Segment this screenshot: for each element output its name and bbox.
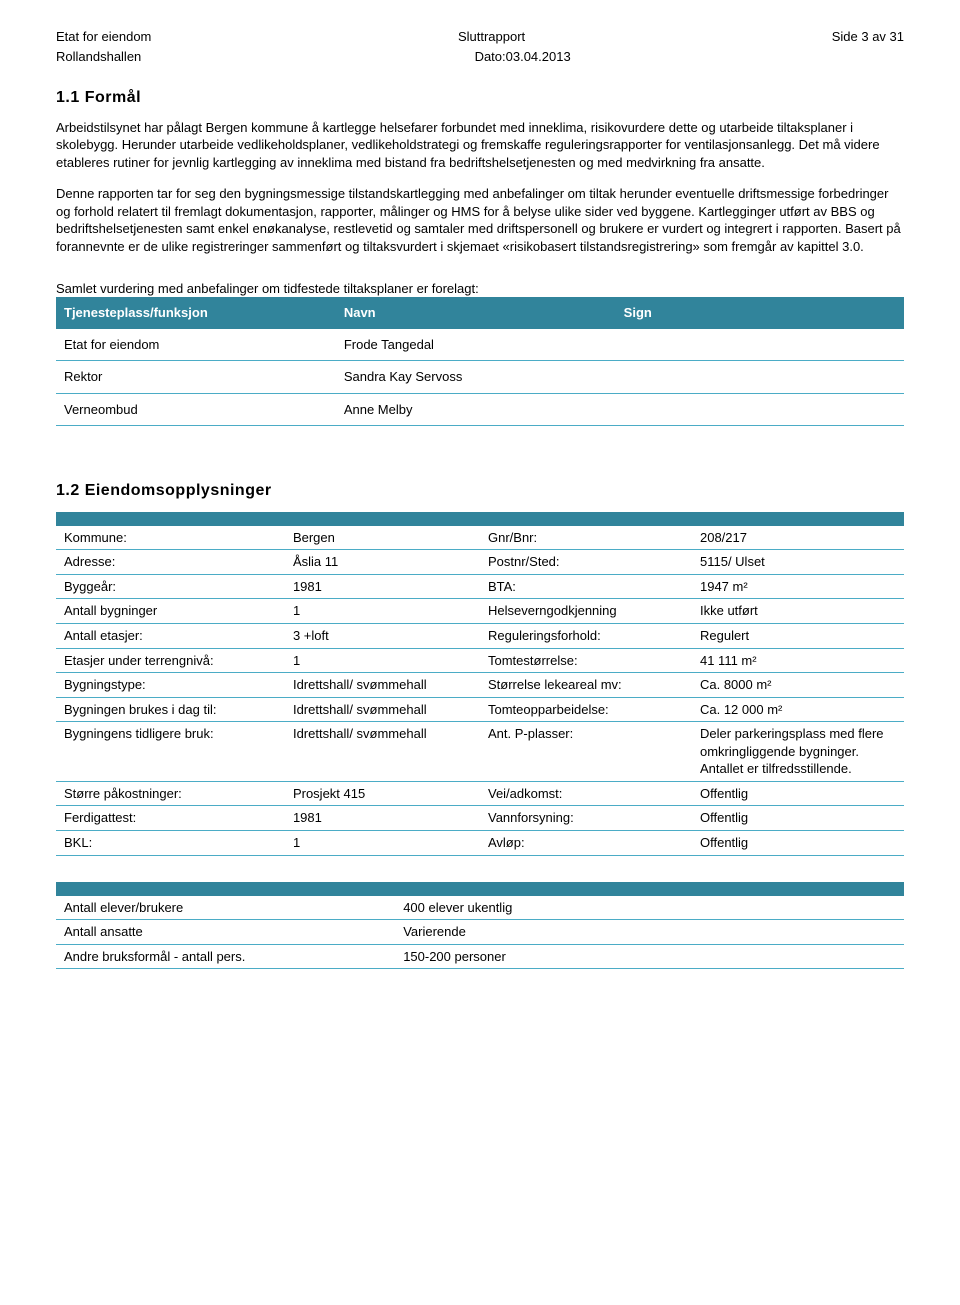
table-cell: Bygningen brukes i dag til: (56, 697, 285, 722)
table-cell: Gnr/Bnr: (480, 526, 692, 550)
persons-th-2: Sign (616, 297, 904, 329)
table-cell: Antall ansatte (56, 920, 395, 945)
table-cell: 1 (285, 648, 480, 673)
table-cell: Reguleringsforhold: (480, 624, 692, 649)
table-cell: Kommune: (56, 526, 285, 550)
table-row: Ferdigattest:1981Vannforsyning:Offentlig (56, 806, 904, 831)
table-cell: 1947 m² (692, 574, 904, 599)
table-cell: 208/217 (692, 526, 904, 550)
table-row: Bygningstype:Idrettshall/ svømmehallStør… (56, 673, 904, 698)
table-cell: Anne Melby (336, 393, 616, 426)
header-left-1: Etat for eiendom (56, 28, 151, 46)
table-cell: Frode Tangedal (336, 329, 616, 361)
table-cell: Bygningstype: (56, 673, 285, 698)
persons-th-0: Tjenesteplass/funksjon (56, 297, 336, 329)
table-cell: Etasjer under terrengnivå: (56, 648, 285, 673)
table-row: BKL:1Avløp:Offentlig (56, 830, 904, 855)
table-cell: Større påkostninger: (56, 781, 285, 806)
table-cell: Helseverngodkjenning (480, 599, 692, 624)
table-cell: 400 elever ukentlig (395, 896, 904, 920)
table-cell: BTA: (480, 574, 692, 599)
header-center-2: Dato:03.04.2013 (475, 48, 571, 66)
table-row: RektorSandra Kay Servoss (56, 361, 904, 394)
table-row: Bygningen brukes i dag til:Idrettshall/ … (56, 697, 904, 722)
table-cell: Deler parkeringsplass med flere omkringl… (692, 722, 904, 782)
persons-intro: Samlet vurdering med anbefalinger om tid… (56, 280, 904, 298)
table-cell: Verneombud (56, 393, 336, 426)
table-cell: Bygningens tidligere bruk: (56, 722, 285, 782)
table-cell: 1 (285, 599, 480, 624)
table-cell: Idrettshall/ svømmehall (285, 697, 480, 722)
table-cell: 1981 (285, 574, 480, 599)
page-header: Etat for eiendom Sluttrapport Side 3 av … (56, 28, 904, 65)
table-cell: Sandra Kay Servoss (336, 361, 616, 394)
table-row: Bygningens tidligere bruk:Idrettshall/ s… (56, 722, 904, 782)
header-center-1: Sluttrapport (458, 28, 525, 46)
table-cell: BKL: (56, 830, 285, 855)
table-cell: 150-200 personer (395, 944, 904, 969)
table-cell: Størrelse lekeareal mv: (480, 673, 692, 698)
table-cell: Bergen (285, 526, 480, 550)
table-cell: Offentlig (692, 830, 904, 855)
header-right-1: Side 3 av 31 (832, 28, 904, 46)
table-cell: Ca. 12 000 m² (692, 697, 904, 722)
table-cell: Etat for eiendom (56, 329, 336, 361)
table-row: Andre bruksformål - antall pers.150-200 … (56, 944, 904, 969)
table-cell: Prosjekt 415 (285, 781, 480, 806)
table-row: Etasjer under terrengnivå:1Tomtestørrels… (56, 648, 904, 673)
table-cell: Postnr/Sted: (480, 550, 692, 575)
table-row: Adresse:Åslia 11Postnr/Sted:5115/ Ulset (56, 550, 904, 575)
table-cell: Varierende (395, 920, 904, 945)
table-cell: 3 +loft (285, 624, 480, 649)
section-1-p1: Arbeidstilsynet har pålagt Bergen kommun… (56, 119, 904, 172)
table-cell: Rektor (56, 361, 336, 394)
table-row: Etat for eiendomFrode Tangedal (56, 329, 904, 361)
table-cell: Tomtestørrelse: (480, 648, 692, 673)
table-cell: Vei/adkomst: (480, 781, 692, 806)
table-cell: Idrettshall/ svømmehall (285, 673, 480, 698)
table-cell: Ikke utført (692, 599, 904, 624)
table-cell: Adresse: (56, 550, 285, 575)
table-row: Antall bygninger1HelseverngodkjenningIkk… (56, 599, 904, 624)
table-cell: Ant. P-plasser: (480, 722, 692, 782)
table-cell: Antall etasjer: (56, 624, 285, 649)
table-cell: Åslia 11 (285, 550, 480, 575)
table-row: VerneombudAnne Melby (56, 393, 904, 426)
property-table: Kommune:BergenGnr/Bnr:208/217Adresse:Åsl… (56, 512, 904, 856)
table-cell: Ca. 8000 m² (692, 673, 904, 698)
table-cell: Regulert (692, 624, 904, 649)
table-row: Større påkostninger:Prosjekt 415Vei/adko… (56, 781, 904, 806)
table-cell: 1981 (285, 806, 480, 831)
table-cell: Offentlig (692, 781, 904, 806)
table-cell: Vannforsyning: (480, 806, 692, 831)
table-cell (616, 393, 904, 426)
table-cell: Idrettshall/ svømmehall (285, 722, 480, 782)
section-1-title: 1.1 Formål (56, 87, 904, 109)
table-cell (616, 361, 904, 394)
section-1-p2: Denne rapporten tar for seg den bygnings… (56, 185, 904, 255)
table-row: Kommune:BergenGnr/Bnr:208/217 (56, 526, 904, 550)
table-cell: Antall elever/brukere (56, 896, 395, 920)
table-cell: Tomteopparbeidelse: (480, 697, 692, 722)
usage-table: Antall elever/brukere400 elever ukentlig… (56, 882, 904, 970)
table-cell: 1 (285, 830, 480, 855)
table-cell: Byggeår: (56, 574, 285, 599)
table-cell (616, 329, 904, 361)
table-cell: 5115/ Ulset (692, 550, 904, 575)
table-cell: 41 111 m² (692, 648, 904, 673)
table-row: Antall elever/brukere400 elever ukentlig (56, 896, 904, 920)
persons-table: Tjenesteplass/funksjon Navn Sign Etat fo… (56, 297, 904, 426)
table-cell: Andre bruksformål - antall pers. (56, 944, 395, 969)
table-row: Antall etasjer:3 +loftReguleringsforhold… (56, 624, 904, 649)
table-row: Antall ansatteVarierende (56, 920, 904, 945)
section-2-title: 1.2 Eiendomsopplysninger (56, 480, 904, 502)
table-cell: Offentlig (692, 806, 904, 831)
persons-th-1: Navn (336, 297, 616, 329)
header-left-2: Rollandshallen (56, 48, 141, 66)
table-cell: Ferdigattest: (56, 806, 285, 831)
table-cell: Antall bygninger (56, 599, 285, 624)
table-cell: Avløp: (480, 830, 692, 855)
table-row: Byggeår:1981BTA:1947 m² (56, 574, 904, 599)
